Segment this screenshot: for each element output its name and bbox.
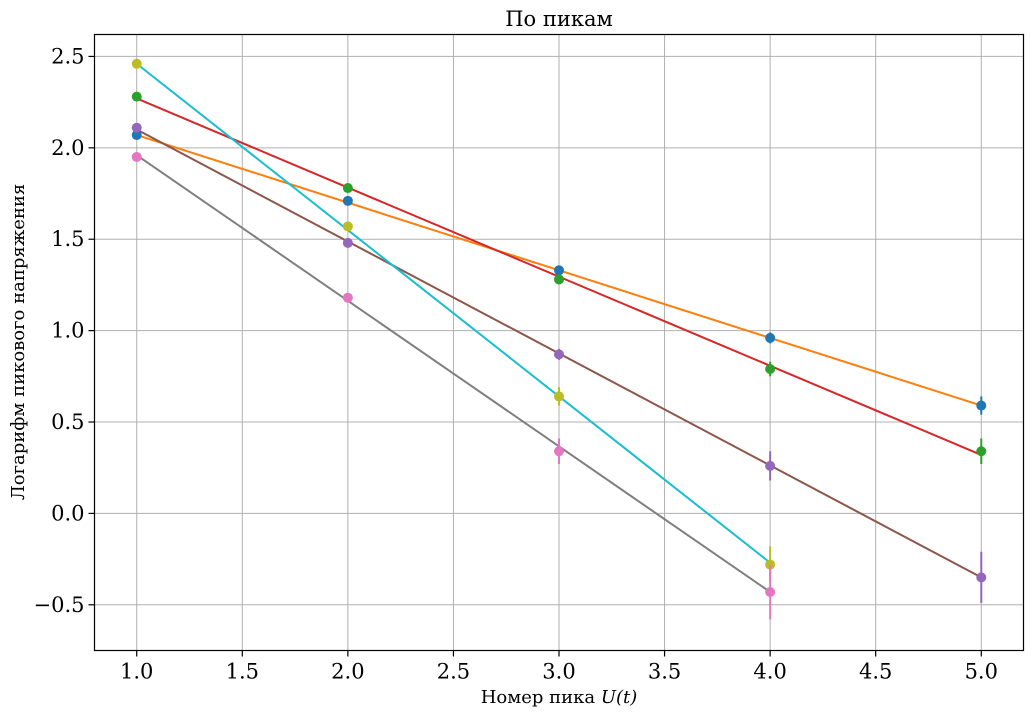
x-tick-label: 4.5	[859, 660, 892, 684]
y-tick-label: 0.5	[51, 410, 84, 434]
x-axis-title-math: U(t)	[601, 687, 637, 708]
data-markers	[131, 58, 987, 620]
data-point	[976, 572, 987, 583]
y-tick-label: 1.0	[51, 319, 84, 343]
x-axis-title: Номер пика U(t)	[481, 687, 638, 708]
data-point	[342, 237, 353, 248]
chart-title: По пикам	[505, 7, 613, 31]
data-point	[765, 460, 776, 471]
data-point	[131, 151, 142, 162]
y-tick-label: −0.5	[34, 593, 85, 617]
y-tick-label: 2.0	[51, 136, 84, 160]
x-tick-label: 3.5	[648, 660, 681, 684]
data-point	[554, 274, 564, 285]
x-tick-label: 3.0	[542, 660, 575, 684]
data-point	[765, 332, 776, 343]
data-point	[342, 183, 353, 194]
axis-ticks: 1.0 1.5 2.0 2.5 3.0 3.5 4.0 4.5 5.0 2.5 2.0 1.5 1.0 0…	[34, 44, 998, 683]
data-point	[342, 221, 353, 232]
x-tick-label: 2.5	[437, 660, 470, 684]
grid	[94, 34, 1024, 651]
data-point	[976, 400, 987, 411]
y-tick-label: 2.5	[51, 44, 84, 68]
fit-line	[136, 62, 771, 564]
data-point	[131, 130, 142, 141]
x-tick-label: 4.0	[753, 660, 786, 684]
x-tick-label: 2.0	[331, 660, 364, 684]
data-point	[554, 391, 564, 402]
data-point	[976, 446, 987, 457]
data-point	[554, 446, 564, 457]
data-point	[131, 58, 142, 69]
data-point	[765, 587, 776, 598]
y-tick-label: 0.0	[51, 501, 84, 525]
y-axis-title: Логарифм пикового напряжения	[8, 184, 29, 501]
data-point	[131, 122, 142, 133]
data-point	[765, 364, 776, 375]
x-tick-label: 1.0	[120, 660, 153, 684]
data-point	[131, 91, 142, 102]
data-point	[554, 265, 564, 276]
x-tick-label: 5.0	[965, 660, 998, 684]
data-point	[342, 292, 353, 303]
y-tick-label: 1.5	[51, 227, 84, 251]
x-axis-title-text: Номер пика	[481, 687, 601, 708]
data-point	[554, 349, 564, 360]
fit-line	[136, 154, 771, 593]
data-point	[342, 195, 353, 206]
x-tick-label: 1.5	[226, 660, 259, 684]
